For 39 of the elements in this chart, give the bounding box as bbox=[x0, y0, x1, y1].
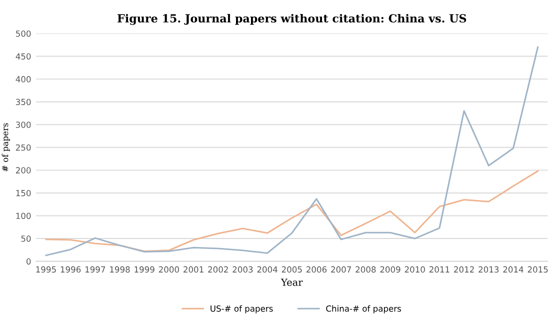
y-tick-label: 350 bbox=[16, 98, 31, 106]
y-tick-label: 50 bbox=[21, 236, 31, 242]
x-tick-label: 2010 bbox=[404, 266, 425, 273]
y-tick-label: 450 bbox=[16, 53, 31, 60]
x-tick-label: 2000 bbox=[158, 266, 179, 273]
x-tick-label: 2001 bbox=[184, 266, 204, 273]
x-tick-label: 2015 bbox=[528, 266, 548, 273]
x-tick-label: 1995 bbox=[36, 266, 56, 273]
x-tick-label: 2006 bbox=[306, 266, 327, 273]
x-tick-label: 1997 bbox=[85, 266, 106, 273]
x-tick-label: 1999 bbox=[134, 266, 154, 273]
y-tick-label: 300 bbox=[16, 122, 31, 128]
x-tick-label: 2011 bbox=[429, 266, 450, 273]
x-tick-label: 2002 bbox=[208, 266, 228, 273]
x-tick-label: 2009 bbox=[380, 266, 400, 273]
chart-title: Figure 15. Journal papers without citation: China vs. US bbox=[118, 14, 466, 25]
x-tick-label: 2007 bbox=[331, 266, 351, 273]
x-axis-title: Year bbox=[280, 278, 303, 286]
y-tick-label: 500 bbox=[16, 30, 31, 37]
x-tick-label: 1998 bbox=[110, 266, 130, 273]
y-tick-label: 250 bbox=[16, 144, 31, 151]
x-tick-label: 2004 bbox=[257, 266, 278, 273]
y-tick-label: 200 bbox=[16, 167, 31, 174]
line-series bbox=[45, 46, 539, 256]
y-tick-label: 100 bbox=[16, 212, 31, 220]
x-tick-label: 2012 bbox=[454, 266, 474, 273]
x-tick-label: 2003 bbox=[232, 266, 253, 273]
legend-label: China-# of papers bbox=[326, 305, 401, 314]
x-tick-label: 2008 bbox=[356, 266, 376, 273]
y-tick-label: 400 bbox=[16, 76, 31, 82]
x-tick-label: 2013 bbox=[478, 266, 499, 273]
line-series bbox=[45, 170, 539, 252]
legend-label: US-# of papers bbox=[210, 305, 273, 314]
y-axis-title: # of papers bbox=[2, 123, 10, 172]
x-tick-label: 2005 bbox=[282, 266, 302, 273]
y-tick-label: 0 bbox=[26, 258, 31, 265]
y-tick-label: 150 bbox=[16, 190, 31, 196]
x-tick-label: 1996 bbox=[60, 266, 81, 273]
x-tick-label: 2014 bbox=[503, 266, 524, 273]
